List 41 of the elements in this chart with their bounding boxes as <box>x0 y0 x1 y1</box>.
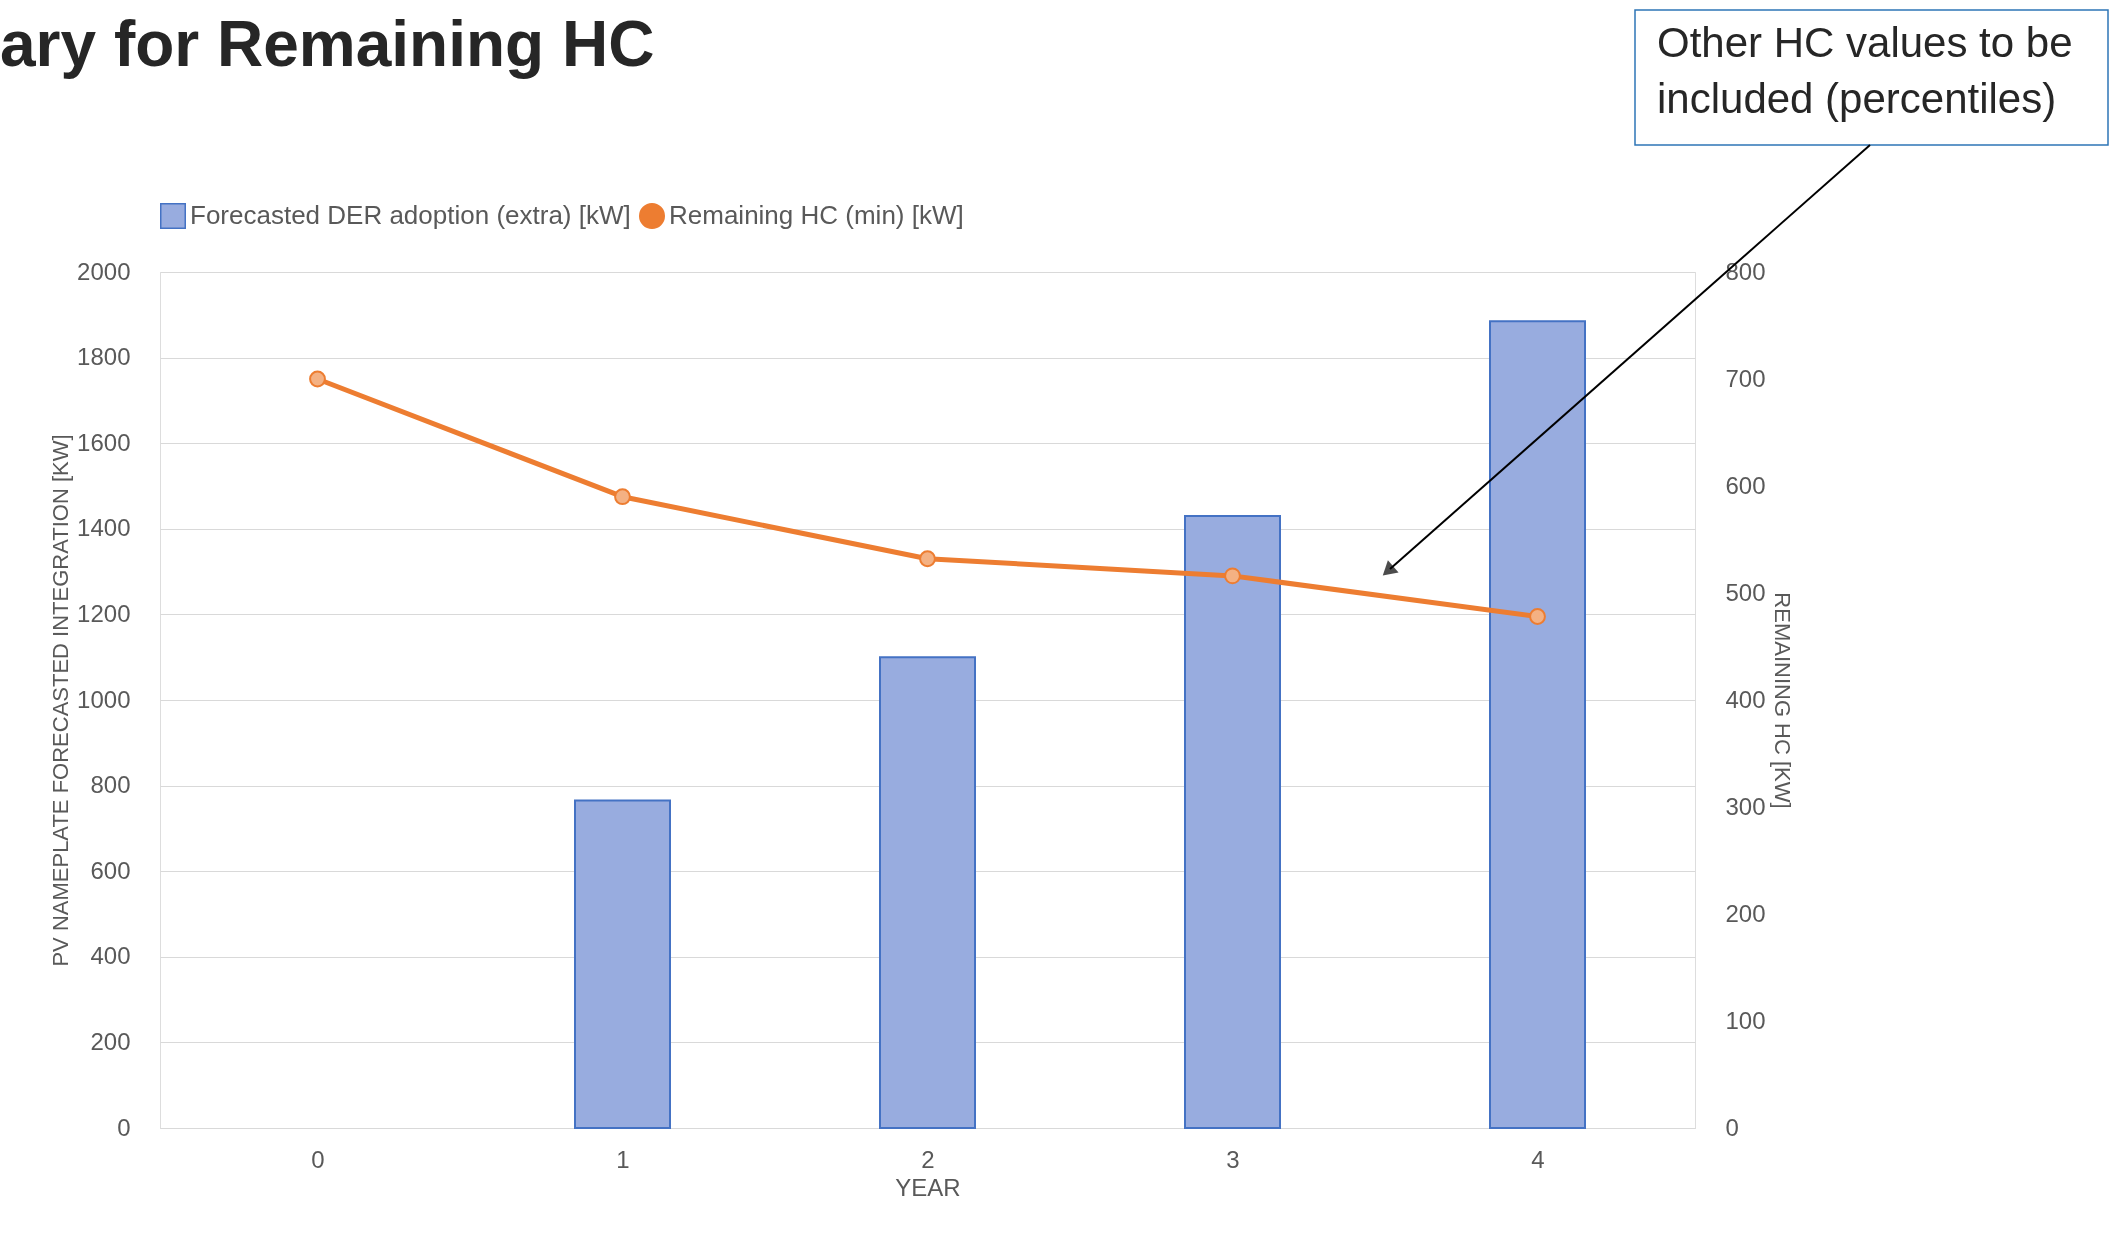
y2-tick-label: 200 <box>1725 899 1766 927</box>
bar <box>1184 514 1281 1129</box>
y-tick-label: 1400 <box>77 514 131 542</box>
y-tick-label: 1600 <box>77 428 131 456</box>
point <box>919 550 936 568</box>
x-tick-label: 4 <box>1531 1145 1545 1173</box>
y-tick-label: 1800 <box>77 343 131 371</box>
y2-tick-label: 0 <box>1725 1113 1739 1141</box>
x-tick-label: 2 <box>921 1145 935 1173</box>
chart-title: ary for Remaining HC <box>0 8 655 80</box>
point <box>614 488 631 506</box>
y2-tick-label: 600 <box>1725 471 1766 499</box>
y2-axis-title: REMAINING HC [KW] <box>1769 592 1795 809</box>
point <box>1224 567 1241 585</box>
y-axis-title: PV NAMEPLATE FORECASTED INTEGRATION [KW] <box>48 434 74 967</box>
y-tick-label: 600 <box>90 856 131 884</box>
bar <box>879 656 976 1129</box>
y2-tick-label: 400 <box>1725 685 1766 713</box>
y-tick-label: 0 <box>117 1113 131 1141</box>
y-tick-label: 1200 <box>77 599 131 627</box>
y-tick-label: 200 <box>90 1027 131 1055</box>
point <box>309 370 326 388</box>
legend-label: Remaining HC (min) [kW] <box>669 200 964 230</box>
x-tick-label: 0 <box>311 1145 325 1173</box>
bar <box>1489 320 1586 1129</box>
bar <box>574 799 671 1129</box>
y-tick-label: 800 <box>90 771 131 799</box>
y2-tick-label: 300 <box>1725 792 1766 820</box>
point <box>1529 608 1546 625</box>
y2-tick-label: 500 <box>1725 578 1766 606</box>
x-tick-label: 1 <box>616 1145 630 1173</box>
text: Other HC values to be included (percentiles) <box>1657 19 2073 122</box>
y-tick-label: 2000 <box>77 257 131 285</box>
x-axis-title: YEAR <box>895 1173 961 1201</box>
legend-label: Forecasted DER adoption (extra) [kW] <box>190 200 631 230</box>
x-tick-label: 3 <box>1226 1145 1240 1173</box>
y-tick-label: 1000 <box>77 685 131 713</box>
y-tick-label: 400 <box>90 942 131 970</box>
y2-tick-label: 700 <box>1725 364 1766 392</box>
y2-tick-label: 100 <box>1725 1006 1766 1034</box>
y2-tick-label: 800 <box>1725 257 1766 285</box>
